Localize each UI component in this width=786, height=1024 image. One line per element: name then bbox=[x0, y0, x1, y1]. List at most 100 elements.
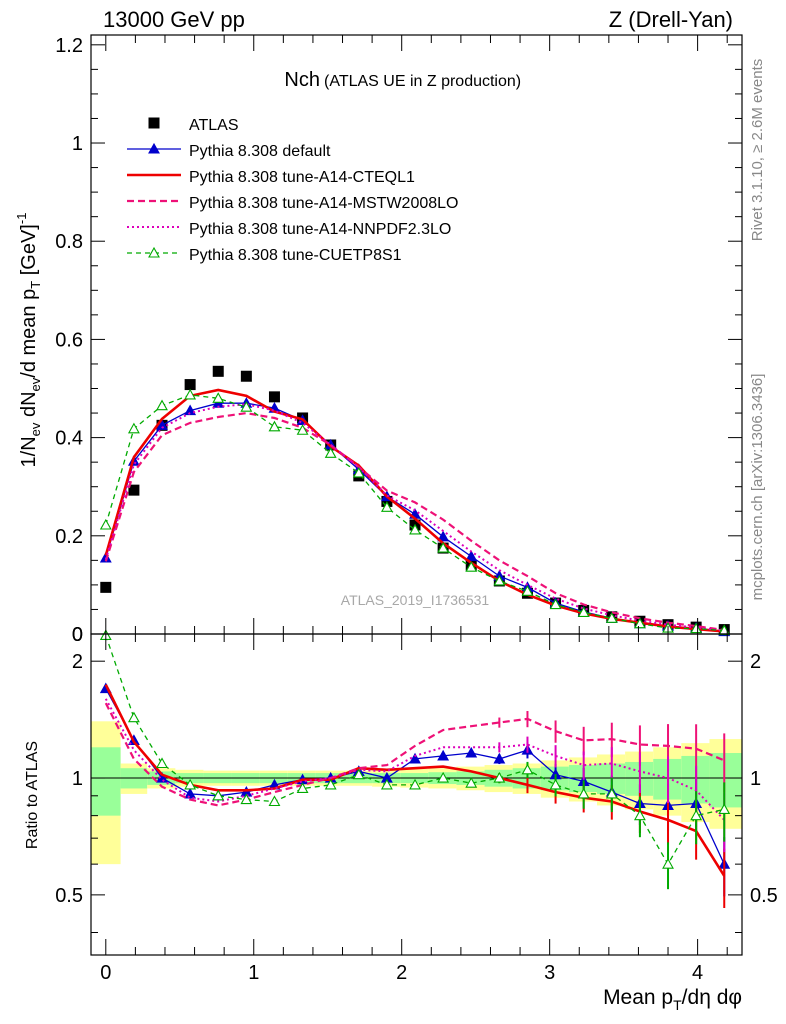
data-point-marker bbox=[437, 530, 450, 542]
stat-band bbox=[709, 753, 742, 808]
data-point-marker bbox=[212, 789, 225, 801]
data-point-marker bbox=[148, 117, 160, 129]
main-y-tick-label: 1 bbox=[72, 133, 83, 155]
ratio-y-tick-label-left: 2 bbox=[72, 651, 83, 673]
series-curves bbox=[99, 365, 731, 908]
data-point-marker bbox=[409, 778, 421, 790]
main-series-line bbox=[104, 411, 725, 632]
ratio-y-tick-label-right: 1 bbox=[750, 768, 761, 790]
data-point-marker bbox=[324, 447, 337, 458]
data-point-marker bbox=[409, 752, 421, 764]
data-point-marker bbox=[296, 424, 309, 435]
main-y-tick-label: 0.4 bbox=[55, 428, 83, 450]
mcplots-label: mcplots.cern.ch [arXiv:1306.3436] bbox=[749, 374, 766, 601]
data-point-marker bbox=[268, 420, 281, 432]
data-point-marker bbox=[156, 419, 168, 430]
data-point-marker bbox=[212, 365, 224, 377]
x-tick-label: 4 bbox=[692, 962, 703, 984]
legend-label: Pythia 8.308 tune-A14-MSTW2008LO bbox=[189, 195, 458, 212]
data-point-marker bbox=[127, 711, 140, 723]
legend-label: Pythia 8.308 default bbox=[189, 143, 331, 160]
main-series-line bbox=[104, 388, 725, 633]
data-point-marker bbox=[662, 858, 674, 869]
ratio-y-tick-label-left: 1 bbox=[72, 768, 83, 790]
legend-label: Pythia 8.308 tune-A14-NNPDF2.3LO bbox=[189, 221, 451, 238]
ratio-series-line bbox=[104, 684, 726, 877]
data-point-marker bbox=[380, 501, 393, 512]
ratio-y-tick-label-left: 0.5 bbox=[55, 885, 83, 907]
data-point-marker bbox=[521, 585, 534, 596]
data-point-marker bbox=[633, 617, 646, 629]
data-point-marker bbox=[268, 795, 281, 807]
x-tick-label: 0 bbox=[100, 962, 111, 984]
x-tick-label: 2 bbox=[396, 962, 407, 984]
data-point-marker bbox=[380, 778, 393, 790]
data-point-marker bbox=[437, 771, 450, 783]
data-point-marker bbox=[184, 778, 197, 790]
legend-label: Pythia 8.308 tune-CUETP8S1 bbox=[189, 247, 402, 264]
data-point-marker bbox=[184, 388, 197, 400]
data-point-marker bbox=[605, 787, 618, 799]
data-point-marker bbox=[465, 550, 478, 561]
rivet-label: Rivet 3.1.10, ≥ 2.6M events bbox=[749, 59, 766, 242]
ratio-y-tick-label-right: 0.5 bbox=[750, 885, 778, 907]
axis-ticks: 00.20.40.60.811.20.5 0.51 12 20 1 2 3 40 bbox=[55, 35, 778, 984]
data-point-marker bbox=[633, 809, 646, 821]
svg-text:1/Nev dNev/d mean pT [GeV]-1: 1/Nev dNev/d mean pT [GeV]-1 bbox=[14, 213, 43, 468]
data-point-marker bbox=[240, 793, 253, 805]
data-point-marker bbox=[352, 768, 365, 780]
data-point-marker bbox=[493, 771, 506, 783]
ratio-series-line bbox=[105, 635, 725, 866]
data-point-marker bbox=[549, 598, 562, 610]
ratio-y-tick-label-right: 2 bbox=[750, 651, 761, 673]
data-point-marker bbox=[127, 422, 140, 434]
data-point-marker bbox=[99, 518, 112, 530]
data-point-marker bbox=[128, 484, 140, 496]
stat-band bbox=[91, 747, 121, 816]
data-point-marker bbox=[437, 749, 450, 761]
data-point-marker bbox=[184, 404, 197, 416]
data-point-marker bbox=[493, 574, 506, 586]
data-point-marker bbox=[690, 622, 703, 634]
data-point-marker bbox=[184, 379, 196, 391]
data-point-marker bbox=[437, 541, 450, 553]
data-point-marker bbox=[409, 523, 421, 535]
main-y-tick-label: 1.2 bbox=[55, 35, 83, 57]
x-axis-label: Mean pT/dη dφ bbox=[603, 986, 742, 1013]
header-left: 13000 GeV pp bbox=[103, 7, 245, 32]
x-tick-label: 3 bbox=[544, 962, 555, 984]
data-point-marker bbox=[148, 246, 160, 258]
data-point-marker bbox=[212, 392, 225, 403]
main-y-axis-label: 1/Nev dNev/d mean pT [GeV]-1 bbox=[14, 213, 43, 468]
data-point-marker bbox=[605, 612, 618, 623]
data-point-marker bbox=[690, 809, 703, 821]
data-point-marker bbox=[156, 757, 168, 769]
ratio-series-line bbox=[104, 702, 725, 807]
x-tick-label: 1 bbox=[248, 962, 259, 984]
data-point-marker bbox=[549, 778, 562, 790]
plot-title-main: Nch bbox=[284, 69, 320, 91]
data-point-marker bbox=[148, 142, 160, 154]
data-point-marker bbox=[240, 401, 253, 412]
legend-label: ATLAS bbox=[189, 117, 239, 134]
main-y-tick-label: 0.6 bbox=[55, 329, 83, 351]
data-point-marker bbox=[156, 399, 168, 411]
data-point-marker bbox=[268, 391, 280, 403]
data-point-marker bbox=[184, 787, 197, 799]
data-point-marker bbox=[352, 466, 365, 478]
main-y-tick-label: 0 bbox=[72, 624, 83, 646]
data-point-marker bbox=[465, 746, 478, 758]
data-point-marker bbox=[493, 752, 506, 764]
data-point-marker bbox=[465, 561, 478, 572]
legend: ATLAS Pythia 8.308 default Pythia 8.308 tu… bbox=[127, 117, 458, 264]
ratio-series-line bbox=[104, 698, 725, 821]
data-point-marker bbox=[296, 782, 309, 794]
plot-title-sub: (ATLAS UE in Z production) bbox=[324, 73, 521, 90]
main-y-tick-label: 0.8 bbox=[55, 231, 83, 253]
ratio-panel-frame bbox=[90, 633, 743, 956]
header-right: Z (Drell-Yan) bbox=[609, 7, 733, 32]
data-point-marker bbox=[577, 787, 590, 799]
main-series-line bbox=[104, 403, 725, 632]
data-point-marker bbox=[240, 370, 252, 382]
